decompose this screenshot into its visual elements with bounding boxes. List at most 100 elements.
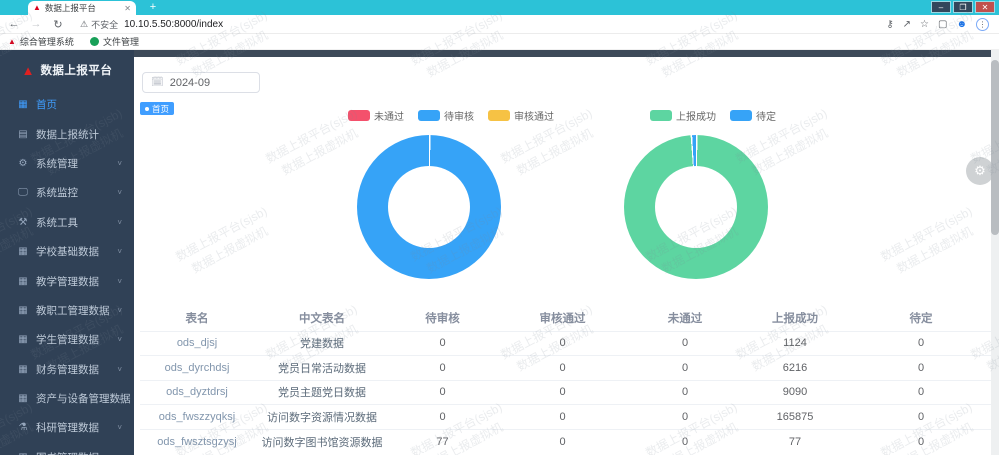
legend-swatch xyxy=(418,110,440,121)
value-cell: 0 xyxy=(630,330,740,356)
table-icon: ▦ xyxy=(18,304,28,316)
table-row[interactable]: ods_dyrchdsj 党员日常活动数据 0 0 0 6216 0 xyxy=(140,355,992,381)
page-scrollbar[interactable] xyxy=(991,50,999,455)
profile-avatar-icon[interactable]: ☻ xyxy=(956,18,967,30)
key-icon[interactable]: ⚷ xyxy=(886,18,894,30)
chart2-legend: 上报成功 待定 xyxy=(650,108,776,123)
sidebar: ▲ 数据上报平台 ▦ 首页 ▤ 数据上报统计 ⚙ 系统管理 ˅ 🖵 系统监控 ˅ ⚒ 系统工具 ˅ ▦ 学校… xyxy=(0,50,134,455)
sidebar-item-label: 系统管理 xyxy=(36,157,78,170)
chart1-donut[interactable] xyxy=(357,135,501,279)
cn-name-cell: 访问数字图书馆资源数据 xyxy=(254,428,390,454)
browser-tab[interactable]: ▲ 数据上报平台 ✕ xyxy=(28,1,136,15)
legend-item[interactable]: 待定 xyxy=(730,108,776,123)
sidebar-item-2[interactable]: ⚙ 系统管理 ˅ xyxy=(0,149,134,178)
sidebar-item-4[interactable]: ⚒ 系统工具 ˅ xyxy=(0,208,134,237)
close-window-button[interactable]: ✕ xyxy=(975,1,995,13)
forward-icon[interactable]: → xyxy=(30,18,42,30)
bookmark-item[interactable]: ▲ 综合管理系统 xyxy=(8,35,74,48)
value-cell: 0 xyxy=(850,379,992,405)
tag-home[interactable]: 首页 xyxy=(140,102,175,115)
sidebar-item-label: 图书管理数据 xyxy=(36,450,99,455)
legend-swatch xyxy=(348,110,370,121)
month-picker-input[interactable]: 🗓 2024-09 xyxy=(142,72,260,93)
tab-close-icon[interactable]: ✕ xyxy=(124,3,131,13)
value-cell: 0 xyxy=(850,428,992,454)
minimize-window-button[interactable]: – xyxy=(931,1,951,13)
sidebar-item-9[interactable]: ▦ 财务管理数据 ˅ xyxy=(0,355,134,384)
legend-label: 审核通过 xyxy=(514,112,554,123)
sidebar-item-7[interactable]: ▦ 教职工管理数据 ˅ xyxy=(0,296,134,325)
calendar-icon: 🗓 xyxy=(151,77,164,88)
legend-item[interactable]: 待审核 xyxy=(418,108,474,123)
table-row[interactable]: ods_dyztdrsj 党员主题党日数据 0 0 0 9090 0 xyxy=(140,379,992,405)
value-cell: 6216 xyxy=(740,355,850,381)
back-icon[interactable]: ← xyxy=(8,18,20,30)
value-cell: 0 xyxy=(390,330,495,356)
tags-view-bar: 首页 xyxy=(134,100,999,118)
table-name-cell: ods_dyztdrsj xyxy=(140,379,254,405)
legend-label: 未通过 xyxy=(374,112,404,123)
sidebar-item-label: 资产与设备管理数据 xyxy=(36,393,131,406)
legend-swatch xyxy=(650,110,672,121)
column-header: 中文表名 xyxy=(299,312,345,325)
table-row[interactable]: ods_djsj 党建数据 0 0 0 1124 0 xyxy=(140,330,992,356)
tag-dot-icon xyxy=(145,106,149,111)
bookmark-label: 文件管理 xyxy=(102,37,139,47)
new-tab-button[interactable]: + xyxy=(149,1,157,13)
chevron-down-icon: ˅ xyxy=(117,305,122,315)
app-title: 数据上报平台 xyxy=(40,65,113,77)
table-name-cell: ods_fwszzyqksj xyxy=(140,404,254,430)
chart2-donut-hole xyxy=(655,166,737,248)
chevron-down-icon: ˅ xyxy=(117,276,122,286)
home-icon: ▦ xyxy=(18,99,28,111)
sidebar-item-5[interactable]: ▦ 学校基础数据 ˅ xyxy=(0,237,134,266)
bookmark-star-icon[interactable]: ☆ xyxy=(920,18,930,30)
legend-swatch xyxy=(730,110,752,121)
table-icon: ▦ xyxy=(18,393,28,405)
scrollbar-thumb[interactable] xyxy=(991,60,999,235)
bookmark-triangle-icon: ▲ xyxy=(8,36,16,46)
security-label: 不安全 xyxy=(91,19,119,30)
cn-name-cell: 党员日常活动数据 xyxy=(254,355,390,381)
sidebar-item-1[interactable]: ▤ 数据上报统计 xyxy=(0,119,134,148)
legend-label: 待审核 xyxy=(444,112,474,123)
tab-title: 数据上报平台 xyxy=(44,3,96,13)
sidebar-item-label: 教学管理数据 xyxy=(36,275,99,288)
sidebar-item-6[interactable]: ▦ 教学管理数据 ˅ xyxy=(0,266,134,295)
value-cell: 0 xyxy=(390,379,495,405)
legend-item[interactable]: 未通过 xyxy=(348,108,404,123)
chart2-donut[interactable] xyxy=(624,135,768,279)
security-indicator[interactable]: ⚠ 不安全 xyxy=(80,18,118,31)
table-name-cell: ods_djsj xyxy=(140,330,254,356)
legend-label: 待定 xyxy=(756,112,776,123)
table-icon: ▦ xyxy=(18,363,28,375)
share-icon[interactable]: ↗ xyxy=(902,18,912,30)
sidebar-item-10[interactable]: ▦ 资产与设备管理数据 ˅ xyxy=(0,384,134,413)
browser-menu-icon[interactable]: ⋮ xyxy=(976,17,989,31)
table-icon: ▦ xyxy=(18,246,28,258)
reader-icon[interactable]: ▢ xyxy=(938,18,948,30)
reload-icon[interactable]: ↻ xyxy=(53,18,63,31)
legend-item[interactable]: 上报成功 xyxy=(650,108,716,123)
value-cell: 0 xyxy=(495,404,630,430)
value-cell: 0 xyxy=(495,355,630,381)
url-text[interactable]: 10.10.5.50:8000/index xyxy=(124,18,224,30)
value-cell: 0 xyxy=(390,404,495,430)
sidebar-item-3[interactable]: 🖵 系统监控 ˅ xyxy=(0,178,134,207)
table-name-cell: ods_dyrchdsj xyxy=(140,355,254,381)
app-logo: ▲ 数据上报平台 xyxy=(0,50,134,90)
sidebar-item-11[interactable]: ⚗ 科研管理数据 ˅ xyxy=(0,413,134,442)
theme-settings-button[interactable]: ⚙ xyxy=(966,157,994,185)
bookmark-item[interactable]: 文件管理 xyxy=(89,35,139,48)
sidebar-item-label: 教职工管理数据 xyxy=(36,304,110,317)
sidebar-item-12[interactable]: ▦ 图书管理数据 ˅ xyxy=(0,443,134,455)
report-table: 表名 中文表名 待审核 审核通过 未通过 上报成功 待定 ods_djsj 党建数据 0 0 0 11… xyxy=(140,305,992,454)
restore-window-button[interactable]: ❐ xyxy=(953,1,973,13)
table-row[interactable]: ods_fwszzyqksj 访问数字资源情况数据 0 0 0 165875 0 xyxy=(140,404,992,430)
bookmark-folder-icon xyxy=(89,37,99,46)
legend-item[interactable]: 审核通过 xyxy=(488,108,554,123)
sidebar-item-8[interactable]: ▦ 学生管理数据 ˅ xyxy=(0,325,134,354)
sidebar-item-0[interactable]: ▦ 首页 xyxy=(0,90,134,119)
table-row[interactable]: ods_fwsztsgzysj 访问数字图书馆资源数据 77 0 0 77 0 xyxy=(140,428,992,454)
cn-name-cell: 党员主题党日数据 xyxy=(254,379,390,405)
